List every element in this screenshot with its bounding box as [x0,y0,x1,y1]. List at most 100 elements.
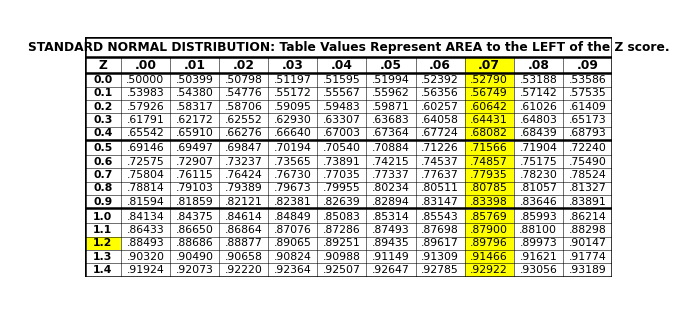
Bar [464,100,514,114]
Text: .70194: .70194 [274,143,311,153]
Text: .58706: .58706 [224,102,262,112]
Text: .65173: .65173 [568,115,607,125]
Text: .54776: .54776 [225,88,262,98]
Text: .63683: .63683 [372,115,410,125]
Text: .05: .05 [380,58,402,72]
Text: .83891: .83891 [568,197,607,207]
Text: .54380: .54380 [175,88,214,98]
Text: .78524: .78524 [568,170,607,180]
Text: .87493: .87493 [372,225,410,235]
Text: .57142: .57142 [520,88,557,98]
Text: .90988: .90988 [323,252,361,262]
Text: 1.4: 1.4 [93,265,113,275]
Text: .88298: .88298 [568,225,607,235]
Text: .69497: .69497 [175,143,214,153]
Text: .55567: .55567 [323,88,360,98]
Text: .55962: .55962 [372,88,410,98]
Text: .68793: .68793 [568,128,607,138]
Text: .80234: .80234 [372,183,410,193]
Text: .73891: .73891 [323,157,360,167]
Text: .62172: .62172 [175,115,214,125]
Text: .57535: .57535 [568,88,607,98]
Text: .92922: .92922 [471,265,508,275]
Text: 1.3: 1.3 [93,252,113,262]
Text: .64803: .64803 [520,115,558,125]
Text: 0.6: 0.6 [93,157,113,167]
Text: .81057: .81057 [520,183,558,193]
Text: .77035: .77035 [323,170,361,180]
Text: .53586: .53586 [568,75,607,85]
Text: .82121: .82121 [225,197,262,207]
Bar [464,87,514,100]
Bar [464,195,514,208]
Text: .51595: .51595 [323,75,360,85]
Text: .78230: .78230 [520,170,558,180]
Text: .85083: .85083 [323,211,361,221]
Text: .66276: .66276 [225,128,262,138]
Text: .69146: .69146 [126,143,165,153]
Text: .92364: .92364 [274,265,311,275]
Text: 0.7: 0.7 [93,170,113,180]
Text: .70540: .70540 [323,143,361,153]
Text: .50798: .50798 [224,75,262,85]
Text: .51197: .51197 [274,75,311,85]
Text: .62552: .62552 [225,115,262,125]
Text: .65910: .65910 [175,128,214,138]
Text: .52790: .52790 [471,75,508,85]
Text: .90658: .90658 [224,252,262,262]
Text: .68439: .68439 [520,128,557,138]
Bar [85,237,121,250]
Text: .79103: .79103 [175,183,214,193]
Text: .63307: .63307 [323,115,361,125]
Text: .71904: .71904 [520,143,558,153]
Bar [464,142,514,155]
Text: .87900: .87900 [470,225,508,235]
Text: .83398: .83398 [471,197,508,207]
Text: .87286: .87286 [323,225,360,235]
Text: 1.0: 1.0 [93,211,113,221]
Text: .86433: .86433 [126,225,165,235]
Bar [464,250,514,263]
Text: .84134: .84134 [126,211,165,221]
Text: 0.3: 0.3 [93,115,113,125]
Text: .59483: .59483 [323,102,360,112]
Text: .91621: .91621 [520,252,557,262]
Text: .77637: .77637 [421,170,459,180]
Text: .03: .03 [282,58,304,72]
Text: .89617: .89617 [421,238,459,248]
Text: .91466: .91466 [471,252,508,262]
Bar [464,182,514,195]
Text: .73237: .73237 [225,157,262,167]
Text: .85769: .85769 [471,211,508,221]
Text: .68082: .68082 [471,128,508,138]
Text: .59871: .59871 [372,102,410,112]
Text: .89796: .89796 [471,238,508,248]
Text: .89251: .89251 [323,238,360,248]
Bar [464,155,514,168]
Text: .89973: .89973 [520,238,557,248]
Text: Z: Z [99,58,107,72]
Text: .57926: .57926 [126,102,165,112]
Text: .70884: .70884 [372,143,410,153]
Text: .77337: .77337 [372,170,410,180]
Text: .83646: .83646 [520,197,557,207]
Text: .53188: .53188 [520,75,557,85]
Text: .88877: .88877 [225,238,262,248]
Text: .75490: .75490 [568,157,607,167]
Text: .92507: .92507 [323,265,361,275]
Text: .00: .00 [135,58,156,72]
Text: 0.4: 0.4 [93,128,113,138]
Text: .88686: .88686 [175,238,214,248]
Text: .60642: .60642 [471,102,508,112]
Text: .85993: .85993 [520,211,557,221]
Text: 0.9: 0.9 [93,197,113,207]
Text: .90824: .90824 [274,252,311,262]
Text: .56356: .56356 [421,88,459,98]
Text: .87076: .87076 [274,225,311,235]
Bar [464,114,514,127]
Text: .71566: .71566 [471,143,508,153]
Text: .50000: .50000 [126,75,165,85]
Text: .65542: .65542 [126,128,165,138]
Text: .89065: .89065 [274,238,311,248]
Text: .91774: .91774 [568,252,607,262]
